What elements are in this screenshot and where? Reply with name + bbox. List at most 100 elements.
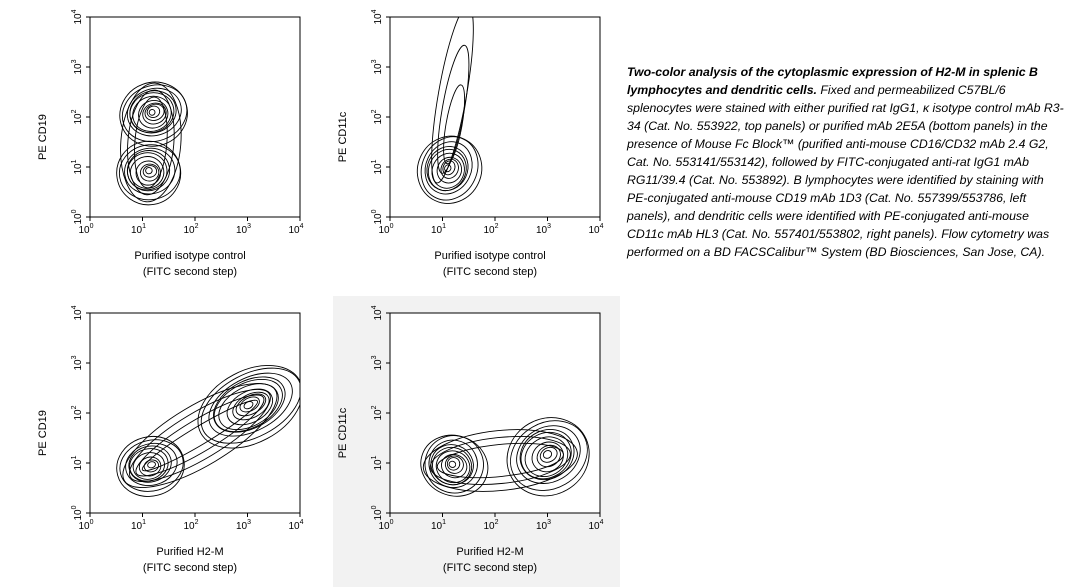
y-tick-label: 103 bbox=[371, 59, 384, 74]
x-tick-label: 102 bbox=[183, 519, 198, 532]
contour-level bbox=[519, 429, 575, 481]
x-axis-sublabel: (FITC second step) bbox=[443, 562, 537, 574]
contour-level bbox=[132, 95, 172, 132]
x-axis-sublabel: (FITC second step) bbox=[443, 266, 537, 278]
contour-level bbox=[129, 92, 175, 134]
x-axis-label: Purified isotype control bbox=[434, 250, 545, 262]
contour-level bbox=[142, 165, 158, 178]
y-tick-label: 100 bbox=[71, 209, 84, 224]
caption-title: Two-color analysis of the cytoplasmic ex… bbox=[627, 65, 1038, 97]
contour-bridge bbox=[127, 89, 175, 196]
y-tick-label: 104 bbox=[71, 305, 84, 320]
x-tick-label: 101 bbox=[131, 519, 146, 532]
contour-bridge bbox=[120, 82, 182, 203]
y-tick-label: 101 bbox=[71, 455, 84, 470]
contour-level bbox=[524, 436, 569, 477]
contour-level bbox=[506, 417, 590, 497]
contour-level bbox=[132, 452, 165, 480]
plot-frame bbox=[389, 312, 601, 514]
contour-level bbox=[138, 100, 169, 129]
contour-level bbox=[126, 87, 182, 137]
contour-level bbox=[146, 105, 161, 119]
contour-level bbox=[125, 442, 178, 486]
contours bbox=[420, 417, 590, 497]
contour-level bbox=[148, 109, 156, 116]
contour-tail bbox=[443, 84, 466, 165]
contour-bridge bbox=[429, 436, 571, 485]
contour-level bbox=[118, 144, 181, 201]
contour-level bbox=[510, 420, 588, 491]
x-tick-label: 104 bbox=[288, 223, 303, 236]
y-tick-label: 100 bbox=[71, 505, 84, 520]
contour-level bbox=[520, 431, 572, 480]
contour-level bbox=[420, 136, 479, 201]
contour-bridge bbox=[122, 383, 278, 488]
y-tick-label: 102 bbox=[71, 109, 84, 124]
contour-bridge bbox=[141, 399, 259, 472]
contour-level bbox=[208, 372, 293, 437]
x-tick-label: 104 bbox=[288, 519, 303, 532]
contour-level bbox=[424, 141, 473, 195]
contour-level bbox=[200, 367, 300, 444]
contour-level bbox=[446, 457, 461, 471]
x-axis-sublabel: (FITC second step) bbox=[143, 266, 237, 278]
contour-level bbox=[128, 445, 172, 483]
contour-level bbox=[138, 456, 162, 477]
plot-frame bbox=[89, 16, 301, 218]
contour-level bbox=[542, 450, 553, 459]
x-tick-label: 101 bbox=[131, 223, 146, 236]
y-axis-label: PE CD11c bbox=[337, 111, 349, 162]
contour-bridge bbox=[128, 388, 271, 482]
contour-level bbox=[516, 425, 581, 484]
x-axis-label: Purified H2-M bbox=[456, 546, 523, 558]
contour-bridge bbox=[135, 394, 265, 477]
contour-level bbox=[232, 391, 270, 421]
contour-level bbox=[432, 446, 473, 486]
x-tick-label: 102 bbox=[183, 223, 198, 236]
plot-frame bbox=[389, 16, 601, 218]
contour-level bbox=[124, 147, 176, 195]
contour-level bbox=[531, 441, 564, 473]
contour-level bbox=[539, 446, 558, 463]
contour-level bbox=[145, 167, 153, 175]
contour-level bbox=[243, 401, 254, 410]
y-tick-label: 104 bbox=[371, 9, 384, 24]
figure-caption: Two-color analysis of the cytoplasmic ex… bbox=[627, 63, 1067, 261]
x-tick-label: 103 bbox=[236, 519, 251, 532]
contour-level bbox=[147, 461, 156, 469]
y-tick-label: 101 bbox=[71, 159, 84, 174]
x-axis-label: Purified H2-M bbox=[156, 546, 223, 558]
contour-level bbox=[427, 148, 467, 192]
contour-level bbox=[226, 388, 274, 426]
x-tick-label: 101 bbox=[431, 223, 446, 236]
contour-level bbox=[444, 455, 464, 474]
contour-bridge bbox=[422, 429, 578, 492]
contour-level bbox=[448, 460, 457, 468]
contour-level bbox=[428, 439, 478, 488]
x-tick-label: 103 bbox=[536, 223, 551, 236]
contour-level bbox=[135, 160, 161, 186]
y-tick-label: 101 bbox=[371, 159, 384, 174]
contour-level bbox=[218, 383, 279, 431]
contour-level bbox=[424, 435, 484, 494]
x-tick-label: 102 bbox=[483, 223, 498, 236]
contour-plot-grid: 100 100 101 101 102 102 103 103 104 104 Purified i… bbox=[37, 9, 620, 587]
y-axis-label: PE CD19 bbox=[37, 114, 49, 160]
contour-level bbox=[139, 163, 160, 182]
y-tick-label: 103 bbox=[71, 59, 84, 74]
contour-level bbox=[129, 156, 165, 189]
contour-level bbox=[435, 450, 471, 484]
contour-level bbox=[197, 365, 300, 449]
y-tick-label: 102 bbox=[371, 109, 384, 124]
y-tick-label: 100 bbox=[371, 209, 384, 224]
contour-level bbox=[121, 84, 188, 143]
contours bbox=[416, 17, 483, 204]
x-tick-label: 103 bbox=[236, 223, 251, 236]
y-tick-label: 102 bbox=[71, 405, 84, 420]
contour-level bbox=[213, 378, 283, 433]
contours bbox=[116, 365, 300, 497]
contour-level bbox=[143, 459, 159, 473]
contour-level bbox=[431, 152, 465, 189]
